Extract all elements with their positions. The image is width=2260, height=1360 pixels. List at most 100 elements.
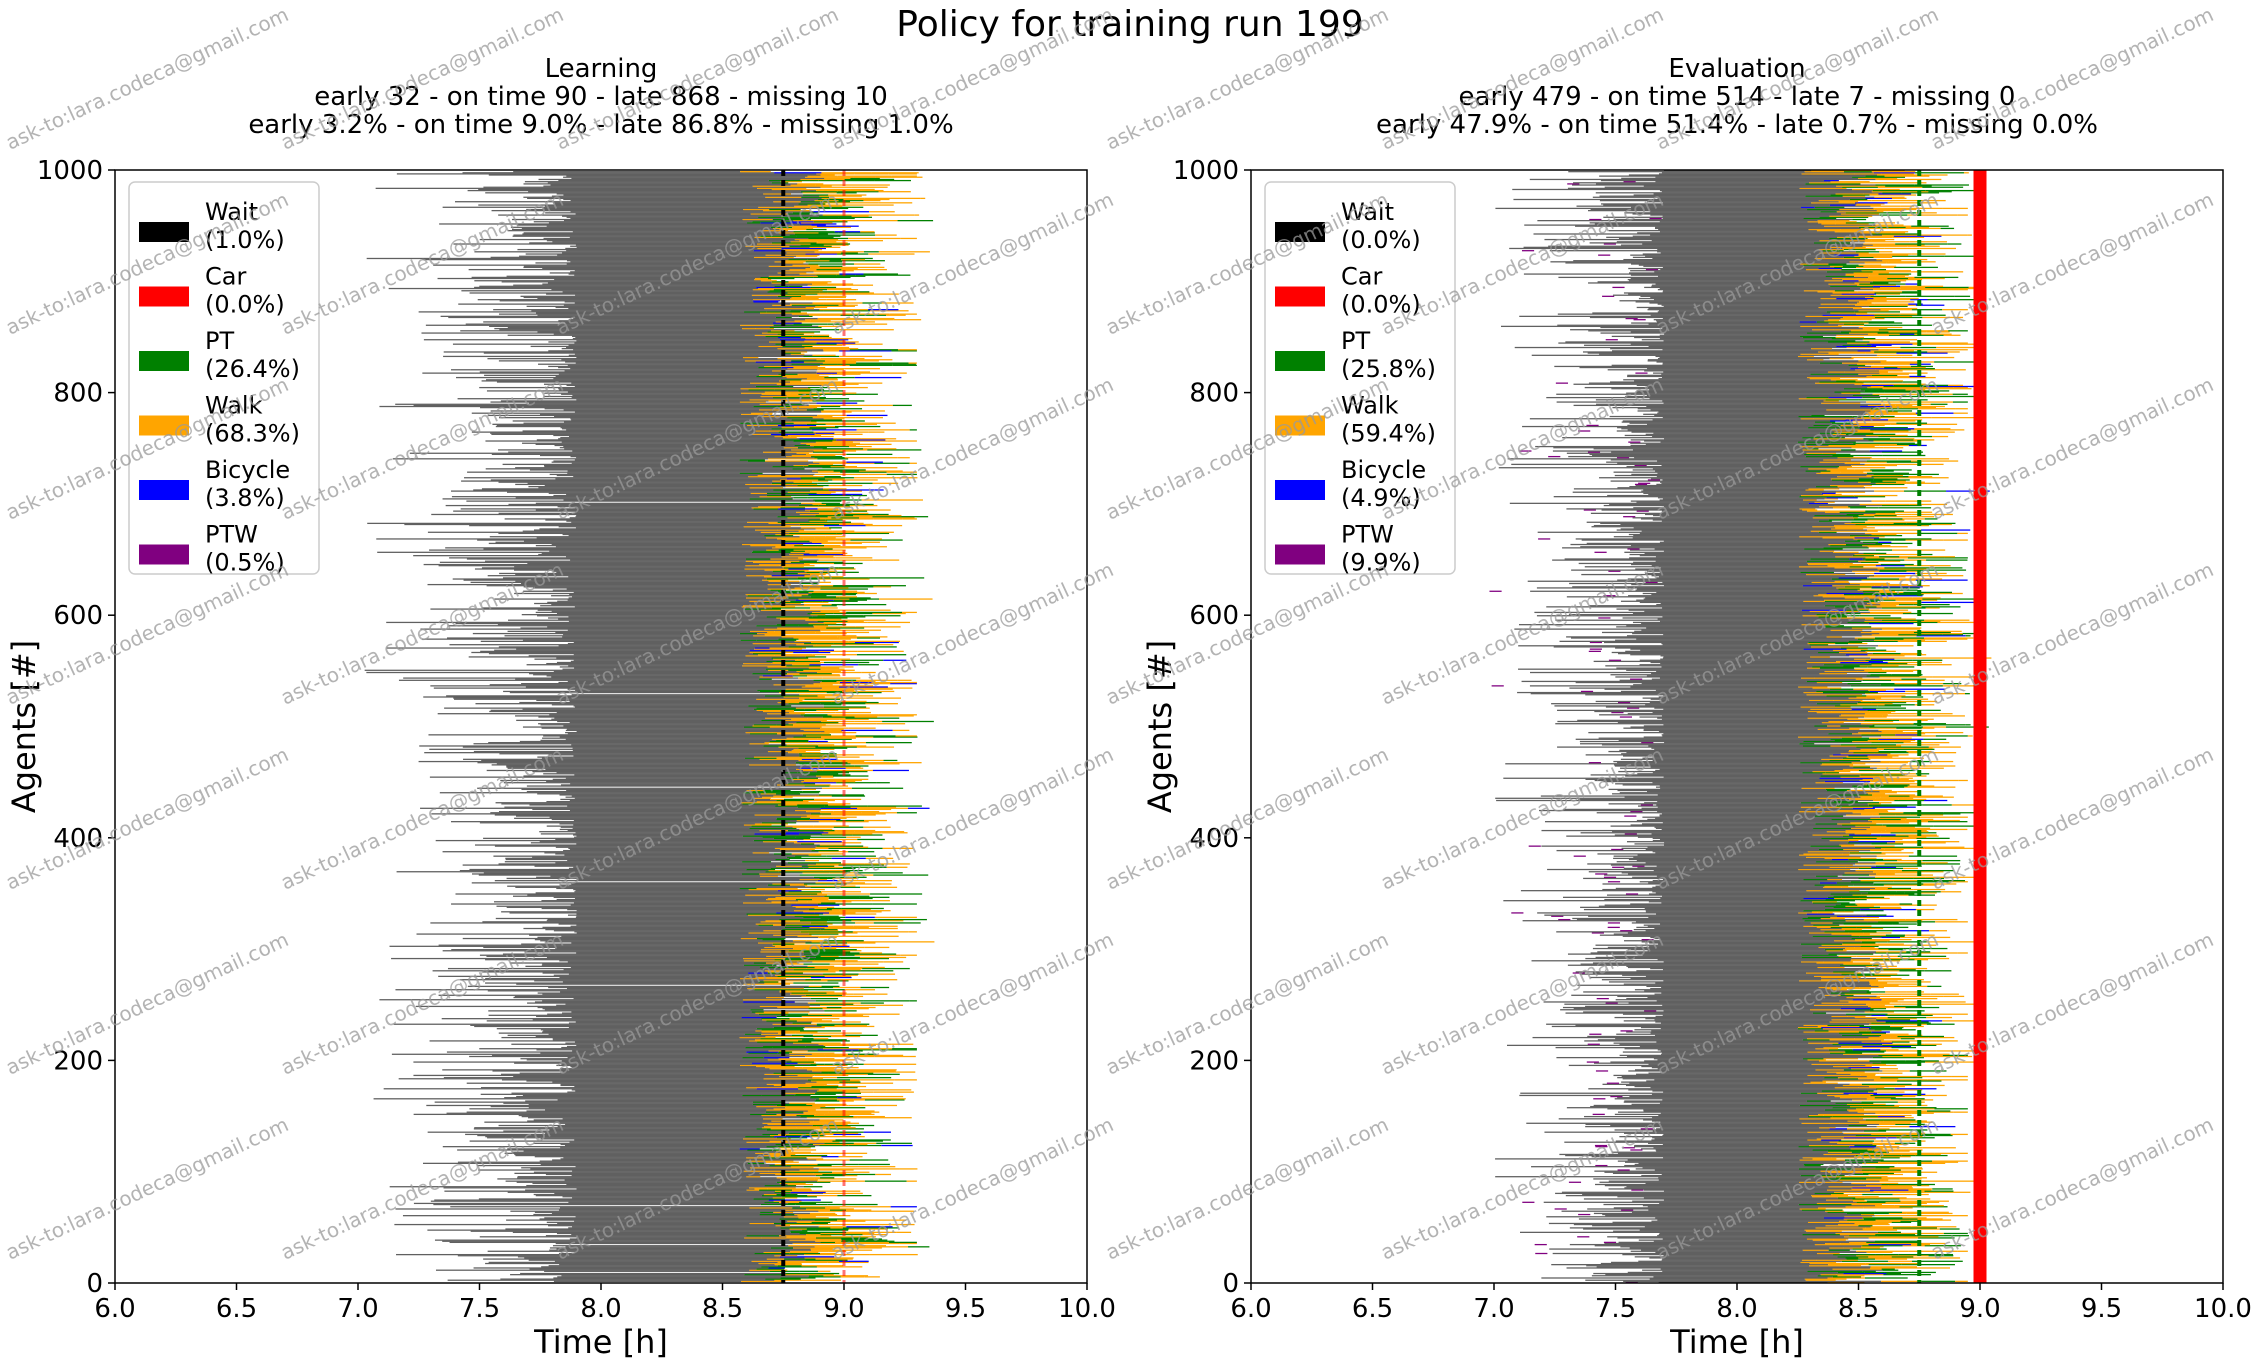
travel-segment: [1661, 828, 1867, 831]
pt-segment: [784, 540, 810, 542]
pt-segment: [1894, 1005, 1922, 1008]
walk-segment: [809, 1212, 836, 1215]
walk-segment: [805, 662, 821, 665]
walk-segment: [1887, 661, 1942, 664]
pt-segment: [794, 544, 825, 547]
walk-segment: [786, 394, 822, 397]
pt-segment: [1845, 1051, 1885, 1053]
walk-segment: [774, 1255, 798, 1257]
travel-segment: [559, 828, 800, 831]
travel-segment: [393, 1023, 773, 1025]
travel-segment: [503, 1102, 790, 1104]
walk-segment: [749, 1222, 774, 1225]
pt-segment: [833, 585, 863, 587]
walk-segment: [752, 185, 783, 187]
walk-segment: [808, 667, 840, 669]
pt-segment: [760, 1211, 774, 1213]
x-tick-label: 10.0: [1058, 1294, 1116, 1324]
walk-segment: [828, 969, 861, 971]
pt-segment: [1862, 1107, 1917, 1109]
walk-segment: [1815, 1069, 1844, 1071]
travel-segment: [547, 601, 765, 604]
walk-segment: [896, 477, 918, 479]
walk-segment: [1845, 920, 1881, 922]
ptw-segment: [1632, 865, 1645, 867]
walk-segment: [832, 440, 888, 442]
walk-segment: [1869, 997, 1919, 1000]
pt-segment: [804, 698, 841, 700]
walk-segment: [783, 250, 819, 252]
pt-segment: [1806, 1100, 1831, 1102]
walk-segment: [768, 522, 820, 525]
walk-segment: [833, 438, 862, 440]
travel-segment: [1622, 974, 1855, 976]
walk-segment: [743, 662, 772, 665]
walk-segment: [791, 749, 821, 752]
travel-segment: [445, 504, 799, 507]
walk-segment: [839, 637, 858, 639]
walk-segment: [784, 270, 802, 272]
walk-segment: [857, 592, 877, 595]
walk-segment: [1889, 762, 1908, 764]
travel-segment: [571, 1089, 819, 1091]
travel-segment: [506, 766, 812, 768]
travel-segment: [1634, 1163, 1804, 1166]
pt-segment: [1860, 774, 1906, 776]
travel-segment: [550, 875, 760, 877]
travel-segment: [1565, 1194, 1812, 1197]
walk-segment: [794, 320, 811, 322]
walk-segment: [1862, 1162, 1898, 1164]
pt-segment: [751, 551, 791, 553]
walk-segment: [854, 293, 899, 295]
travel-segment: [1605, 706, 1801, 708]
travel-segment: [1560, 1009, 1811, 1011]
walk-segment: [1879, 632, 1911, 635]
walk-segment: [757, 247, 782, 250]
travel-segment: [555, 478, 787, 480]
pt-segment: [1943, 812, 1980, 814]
travel-segment: [422, 1162, 748, 1164]
walk-segment: [796, 914, 820, 916]
walk-segment: [1828, 1263, 1869, 1266]
travel-segment: [500, 1278, 766, 1280]
walk-segment: [867, 621, 911, 624]
travel-segment: [534, 865, 777, 867]
pt-segment: [829, 1209, 847, 1211]
travel-segment: [568, 973, 824, 975]
pt-segment: [747, 460, 766, 462]
travel-segment: [1583, 908, 1825, 911]
pt-segment: [767, 291, 820, 293]
walk-segment: [1860, 880, 1904, 882]
travel-segment: [1622, 1051, 1808, 1053]
travel-segment: [1643, 598, 1879, 600]
travel-segment: [504, 518, 820, 520]
travel-segment: [429, 748, 794, 750]
travel-segment: [566, 175, 808, 177]
travel-segment: [1595, 700, 1861, 703]
walk-segment: [1876, 995, 1902, 998]
pt-segment: [1848, 640, 1898, 642]
travel-segment: [560, 427, 782, 429]
walk-segment: [1813, 595, 1862, 597]
travel-segment: [504, 635, 754, 637]
travel-segment: [573, 888, 749, 891]
pt-segment: [740, 639, 757, 641]
walk-segment: [759, 388, 811, 390]
travel-segment: [485, 977, 740, 980]
pt-segment: [818, 198, 844, 201]
walk-segment: [909, 462, 917, 464]
walk-segment: [1864, 808, 1896, 811]
walk-segment: [803, 911, 825, 913]
travel-segment: [537, 331, 768, 333]
travel-segment: [551, 610, 821, 612]
travel-segment: [1503, 900, 1801, 902]
travel-segment: [1496, 799, 1874, 802]
bicycle-segment: [799, 223, 837, 225]
travel-segment: [563, 194, 804, 196]
walk-segment: [750, 492, 767, 494]
travel-segment: [1526, 1122, 1802, 1124]
walk-segment: [831, 1249, 873, 1251]
walk-segment: [783, 897, 829, 900]
travel-segment: [539, 831, 824, 833]
walk-segment: [855, 922, 874, 924]
